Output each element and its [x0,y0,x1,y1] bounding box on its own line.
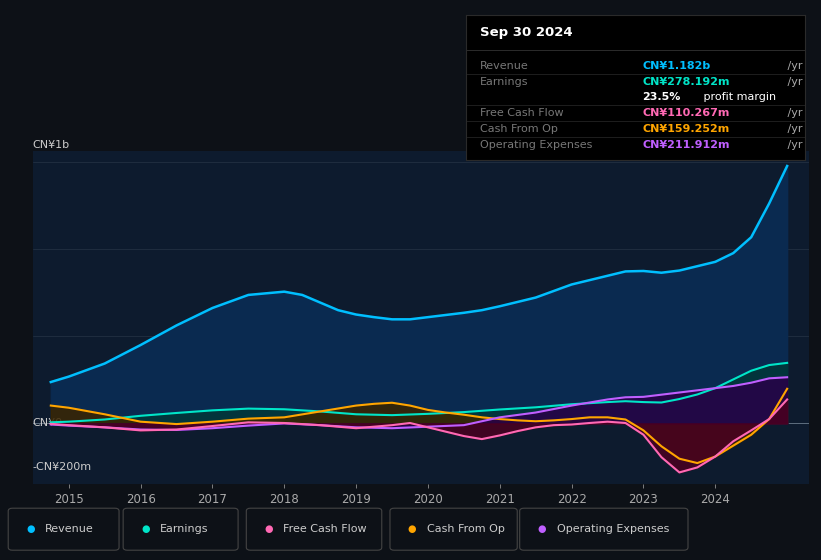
Text: Free Cash Flow: Free Cash Flow [283,524,367,534]
Text: Earnings: Earnings [160,524,209,534]
Text: Sep 30 2024: Sep 30 2024 [479,26,572,39]
Text: ●: ● [408,524,416,534]
Text: /yr: /yr [784,62,803,72]
Text: Revenue: Revenue [45,524,94,534]
Text: CN¥1.182b: CN¥1.182b [642,62,710,72]
Text: CN¥1b: CN¥1b [33,139,70,150]
Text: Earnings: Earnings [479,77,529,87]
Text: 23.5%: 23.5% [642,92,681,102]
Text: CN¥278.192m: CN¥278.192m [642,77,730,87]
Text: Operating Expenses: Operating Expenses [479,140,592,150]
Text: CN¥159.252m: CN¥159.252m [642,124,730,134]
Text: /yr: /yr [784,140,803,150]
Text: CN¥0: CN¥0 [33,418,63,428]
Text: Cash From Op: Cash From Op [427,524,505,534]
Text: ●: ● [26,524,34,534]
Text: /yr: /yr [784,109,803,118]
Text: /yr: /yr [784,124,803,134]
Text: profit margin: profit margin [699,92,776,102]
Text: ●: ● [264,524,273,534]
Text: Cash From Op: Cash From Op [479,124,557,134]
Text: CN¥110.267m: CN¥110.267m [642,109,730,118]
Text: ●: ● [141,524,149,534]
Text: Operating Expenses: Operating Expenses [557,524,669,534]
Text: -CN¥200m: -CN¥200m [33,462,92,472]
Text: ●: ● [538,524,546,534]
Text: Revenue: Revenue [479,62,529,72]
Text: CN¥211.912m: CN¥211.912m [642,140,730,150]
Text: /yr: /yr [784,77,803,87]
Text: Free Cash Flow: Free Cash Flow [479,109,563,118]
